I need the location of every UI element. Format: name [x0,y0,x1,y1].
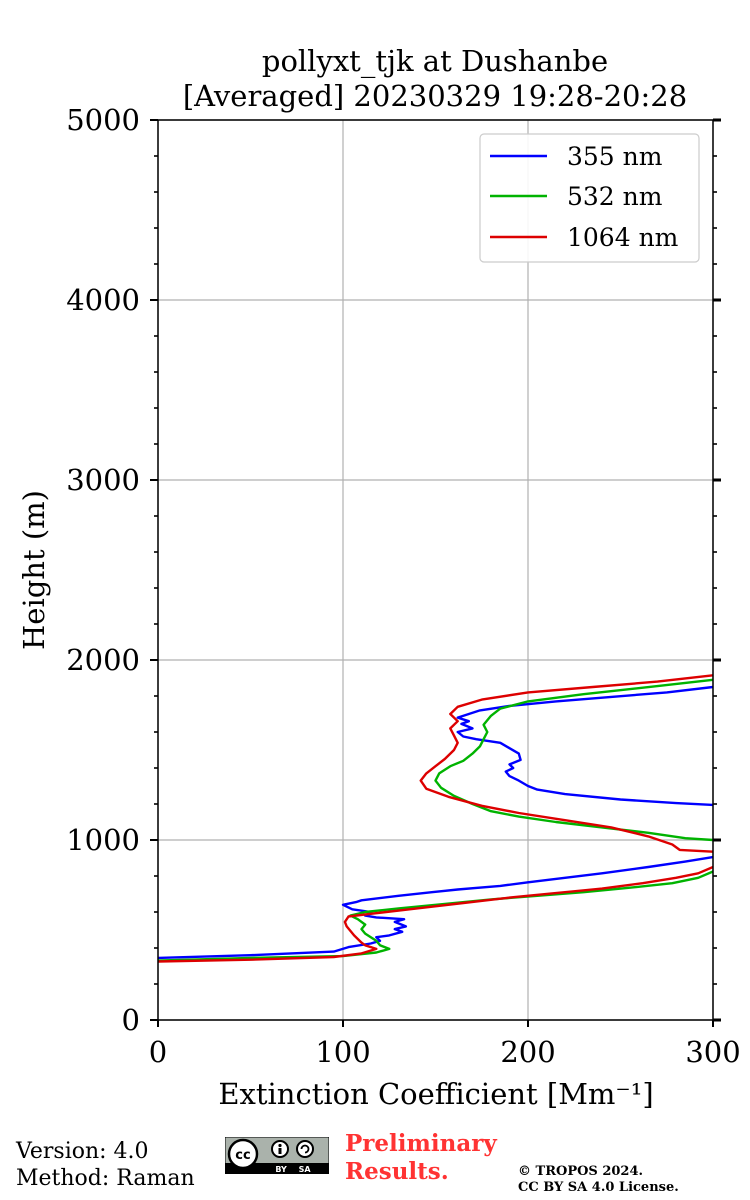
series-group [157,674,714,963]
chart-title: pollyxt_tjk at Dushanbe [262,44,608,79]
x-tick-label-300: 300 [685,1035,740,1069]
x-tick-label-100: 100 [315,1035,370,1069]
copyright-text: © TROPOS 2024. [518,1164,644,1179]
license-badge-text: BY SA [275,1165,311,1174]
plot-frame [157,119,714,1021]
series-line-355-nm-1 [456,685,714,807]
series-line-532-nm-2 [157,870,714,962]
sa-icon [296,1140,314,1158]
preliminary-text: Preliminary [345,1130,497,1157]
x-tick-label-0: 0 [149,1035,167,1069]
series-line-355-nm-0 [157,855,714,960]
svg-text:cc: cc [235,1148,250,1163]
y-tick-label-0: 0 [122,1003,140,1037]
series-line-532-nm-3 [434,678,714,842]
version-text: Version: 4.0 [16,1139,149,1164]
ticks [150,118,721,1027]
legend-label-532: 532 nm [567,182,663,211]
x-axis-label: Extinction Coefficient [Mm⁻¹] [218,1077,653,1111]
y-tick-label-4000: 4000 [66,283,140,317]
y-axis-label: Height (m) [17,490,51,650]
method-text: Method: Raman [16,1166,195,1191]
legend: 355 nm 532 nm 1064 nm [479,133,700,263]
y-tick-label-3000: 3000 [66,463,140,497]
series-line-1064-nm-4 [157,865,714,963]
license-text: CC BY SA 4.0 License. [518,1180,679,1195]
y-tick-label-2000: 2000 [66,643,140,677]
cc-icon [227,1138,259,1170]
legend-box [479,133,700,263]
series-line-1064-nm-5 [419,674,714,853]
y-tick-label-1000: 1000 [66,823,140,857]
legend-label-1064: 1064 nm [567,223,679,252]
x-tick-label-200: 200 [500,1035,555,1069]
chart-subtitle: [Averaged] 20230329 19:28-20:28 [183,79,687,113]
cc-license-badge: cc BY SA [225,1137,329,1174]
y-tick-label-5000: 5000 [66,103,140,137]
results-text: Results. [345,1158,449,1185]
legend-label-355: 355 nm [567,142,663,171]
